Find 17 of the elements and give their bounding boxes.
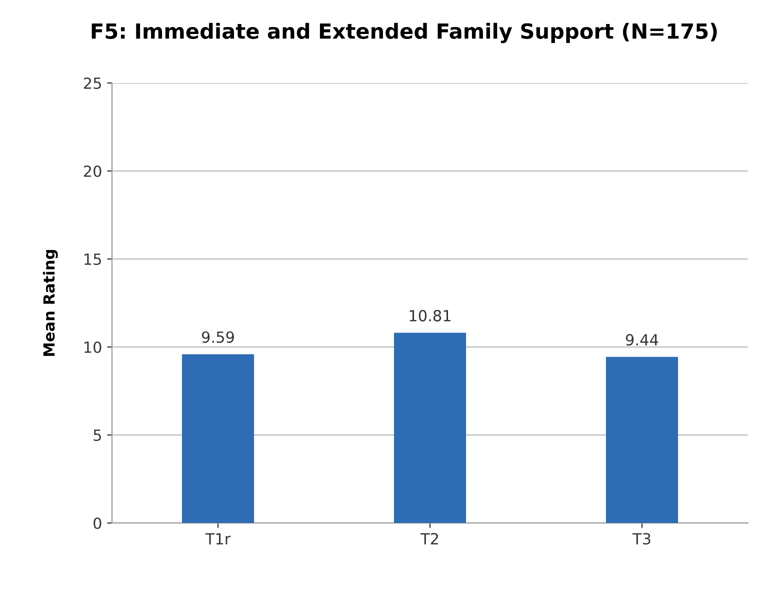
y-tick-label: 25 <box>84 77 101 90</box>
data-label: 9.44 <box>626 334 658 346</box>
data-label: 9.59 <box>202 331 234 343</box>
y-tick-label: 20 <box>84 165 102 178</box>
y-tick-label: 10 <box>84 341 102 354</box>
y-tick-label: 5 <box>94 430 101 442</box>
bar <box>182 354 254 523</box>
data-label: 10.81 <box>410 310 450 322</box>
x-tick-label: T2 <box>420 532 438 544</box>
bar <box>606 356 678 523</box>
chart-title: F5: Immediate and Extended Family Support (N=175) <box>92 22 717 44</box>
y-tick-label: 15 <box>84 254 101 266</box>
bar <box>394 332 466 523</box>
y-tick-label: 0 <box>94 517 102 530</box>
x-tick-label: T3 <box>632 532 650 545</box>
x-tick-label: T1r <box>205 533 231 544</box>
y-axis-title: Mean Rating <box>42 250 58 356</box>
